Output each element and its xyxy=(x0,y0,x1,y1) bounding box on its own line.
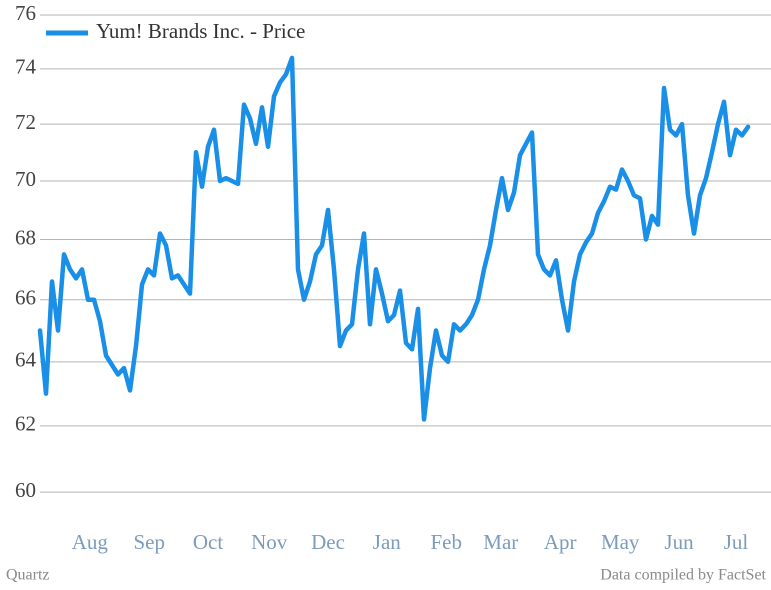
y-tick-label: 72 xyxy=(15,110,36,134)
x-tick-label: Apr xyxy=(544,530,577,554)
x-tick-label: Mar xyxy=(483,530,518,554)
x-tick-label: Jan xyxy=(373,530,401,554)
x-tick-label: Sep xyxy=(133,530,165,554)
x-tick-label: Jun xyxy=(664,530,694,554)
source: Data compiled by FactSet xyxy=(600,567,766,584)
y-tick-label: 66 xyxy=(15,286,36,310)
x-tick-label: Feb xyxy=(430,530,462,554)
credit: Quartz xyxy=(6,567,50,584)
y-tick-label: 64 xyxy=(15,348,37,372)
x-tick-label: Oct xyxy=(193,530,223,554)
x-tick-label: Aug xyxy=(72,530,109,554)
x-tick-label: Nov xyxy=(251,530,288,554)
y-tick-label: 62 xyxy=(15,412,36,436)
y-tick-label: 76 xyxy=(15,1,36,25)
y-tick-label: 68 xyxy=(15,225,36,249)
x-tick-label: Jul xyxy=(724,530,749,554)
legend-label: Yum! Brands Inc. - Price xyxy=(96,19,305,43)
price-line xyxy=(37,55,751,422)
x-tick-label: May xyxy=(601,530,640,554)
y-tick-label: 60 xyxy=(15,478,36,502)
y-tick-label: 70 xyxy=(15,167,36,191)
y-tick-label: 74 xyxy=(15,55,37,79)
x-tick-label: Dec xyxy=(311,530,345,554)
